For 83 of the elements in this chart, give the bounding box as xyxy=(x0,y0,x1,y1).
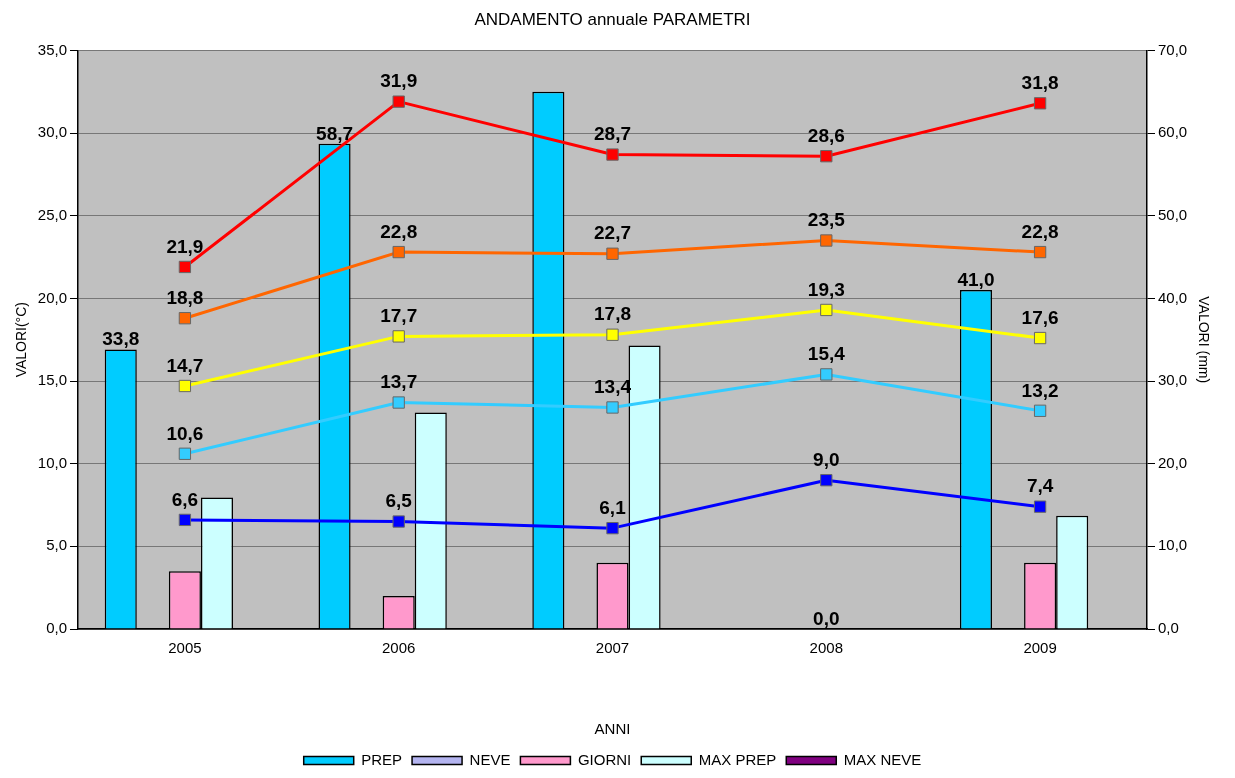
data-label: 21,9 xyxy=(166,235,204,257)
data-label: 19,3 xyxy=(807,278,845,300)
y-tick-label: 15,0 xyxy=(37,371,67,389)
data-label: 22,7 xyxy=(594,222,631,244)
y-tick-label: 5,0 xyxy=(46,536,67,554)
data-label: 6,1 xyxy=(599,496,627,518)
y2-tick-label: 60,0 xyxy=(1158,123,1188,141)
x-tick-label: 2007 xyxy=(595,639,630,657)
y2-tick-label: 0,0 xyxy=(1158,619,1179,637)
point xyxy=(1033,500,1047,513)
data-label: 10,6 xyxy=(166,422,204,444)
point xyxy=(178,447,192,460)
y2-axis-title: VALORI (mm) xyxy=(1195,296,1212,384)
data-label: 13,7 xyxy=(380,371,418,393)
data-label: 28,7 xyxy=(594,123,631,145)
point xyxy=(392,245,405,259)
x-tick-label: 2006 xyxy=(382,639,416,657)
data-label: 31,8 xyxy=(1021,72,1059,94)
legend-label: MAX PREP xyxy=(698,750,777,768)
data-label: 41,0 xyxy=(957,268,995,290)
point xyxy=(392,330,405,343)
y-tick-label: 35,0 xyxy=(37,40,67,58)
data-label: 22,8 xyxy=(380,220,418,242)
data-label: 17,7 xyxy=(380,305,418,327)
legend-label: MAX NEVE xyxy=(843,750,922,768)
point xyxy=(178,260,192,274)
point xyxy=(392,396,405,409)
data-label: 17,8 xyxy=(594,303,631,325)
point xyxy=(392,515,405,528)
point xyxy=(820,474,833,487)
point xyxy=(606,522,619,535)
data-label: 28,6 xyxy=(807,124,845,146)
point xyxy=(820,234,833,247)
y2-tick-label: 40,0 xyxy=(1158,288,1188,306)
data-label: 13,2 xyxy=(1021,379,1059,401)
point xyxy=(1033,404,1047,417)
legend-label: GIORNI xyxy=(577,750,632,768)
y-tick-label: 10,0 xyxy=(37,453,67,471)
y-tick-label: 0,0 xyxy=(46,619,67,637)
data-label: 14,7 xyxy=(166,354,204,376)
data-label: 23,5 xyxy=(807,209,846,231)
point xyxy=(820,368,833,381)
point xyxy=(820,303,833,317)
data-label: 31,9 xyxy=(380,70,418,92)
data-label: 6,5 xyxy=(385,490,413,512)
y-tick-label: 30,0 xyxy=(37,123,67,141)
y-axis-title: VALORI(°C) xyxy=(13,302,30,378)
x-tick-label: 2009 xyxy=(1023,639,1057,657)
y-tick-label: 25,0 xyxy=(37,205,67,223)
y2-tick-label: 70,0 xyxy=(1158,40,1188,58)
point xyxy=(178,312,192,325)
point xyxy=(606,401,619,414)
y-tick-label: 20,0 xyxy=(37,288,67,306)
data-label: 58,7 xyxy=(316,122,354,144)
x-tick-label: 2008 xyxy=(809,639,843,657)
y2-tick-label: 10,0 xyxy=(1158,536,1188,554)
point xyxy=(606,247,619,260)
point xyxy=(606,148,619,161)
y2-tick-label: 30,0 xyxy=(1158,371,1188,389)
legend-label: PREP xyxy=(361,750,403,768)
y2-tick-label: 50,0 xyxy=(1158,205,1188,223)
legend-label: NEVE xyxy=(469,750,511,768)
point xyxy=(178,513,192,527)
data-label: 17,6 xyxy=(1021,306,1059,328)
point xyxy=(392,95,405,108)
y2-tick-label: 20,0 xyxy=(1158,453,1188,471)
data-label: 9,0 xyxy=(813,448,840,470)
data-label: 15,4 xyxy=(807,343,846,365)
point xyxy=(1033,331,1047,345)
point xyxy=(178,379,192,393)
x-tick-label: 2005 xyxy=(168,639,202,657)
data-label: 6,6 xyxy=(171,488,199,510)
point xyxy=(1033,245,1047,259)
point xyxy=(820,150,833,163)
data-label: 22,8 xyxy=(1021,220,1059,242)
point xyxy=(1033,97,1047,110)
data-label: 33,8 xyxy=(102,328,140,350)
x-axis-title: ANNI xyxy=(594,720,631,738)
data-label: 18,8 xyxy=(166,286,204,308)
data-label: 0,0 xyxy=(813,607,840,629)
chart-title: ANDAMENTO annuale PARAMETRI xyxy=(474,9,751,29)
data-label: 7,4 xyxy=(1026,475,1054,497)
point xyxy=(606,328,619,341)
